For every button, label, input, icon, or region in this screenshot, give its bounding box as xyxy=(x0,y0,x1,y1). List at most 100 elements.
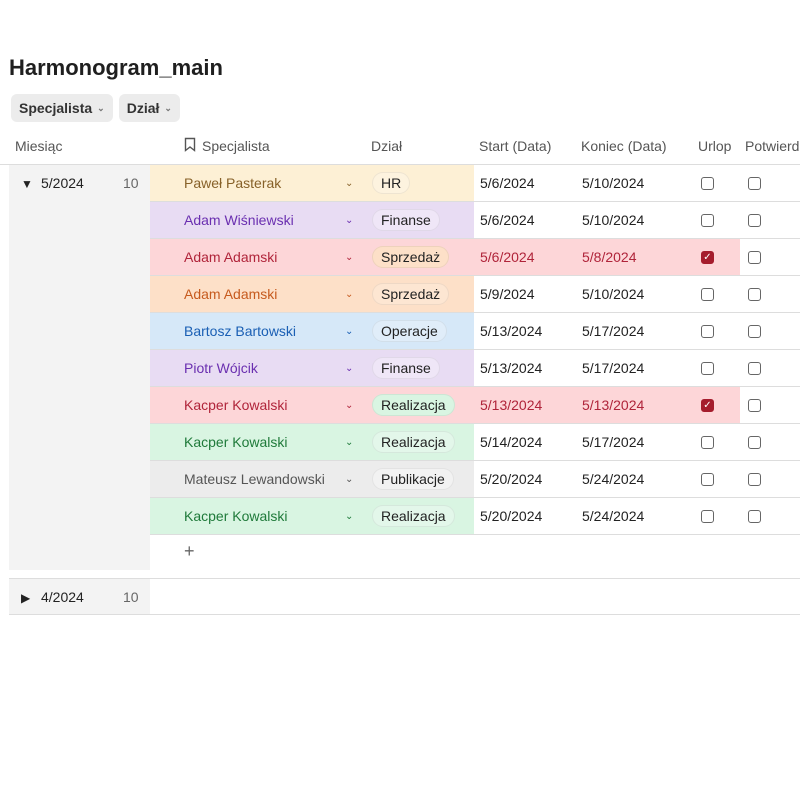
group-count: 10 xyxy=(123,589,139,605)
end-date[interactable]: 5/17/2024 xyxy=(582,323,645,339)
col-potwierdz[interactable]: Potwierdz xyxy=(745,138,800,154)
potwierdz-checkbox[interactable] xyxy=(748,435,761,449)
potwierdz-checkbox[interactable] xyxy=(748,287,761,301)
end-date[interactable]: 5/10/2024 xyxy=(582,212,645,228)
dzial-pill[interactable]: HR xyxy=(372,172,411,194)
bookmark-icon xyxy=(184,137,196,155)
chevron-down-icon: ⌄ xyxy=(164,102,172,113)
group-count: 10 xyxy=(123,175,139,191)
specjalista-cell[interactable]: Kacper Kowalski xyxy=(184,434,288,450)
col-dzial[interactable]: Dział xyxy=(371,138,403,154)
collapse-triangle-icon[interactable]: ▼ xyxy=(21,177,33,191)
start-date[interactable]: 5/20/2024 xyxy=(480,508,543,524)
potwierdz-checkbox[interactable] xyxy=(748,176,761,190)
potwierdz-checkbox[interactable] xyxy=(748,509,761,523)
start-date[interactable]: 5/9/2024 xyxy=(480,286,535,302)
dzial-pill[interactable]: Sprzedaż xyxy=(372,283,450,305)
col-start[interactable]: Start (Data) xyxy=(479,138,552,154)
urlop-checkbox[interactable] xyxy=(701,435,714,449)
dzial-pill[interactable]: Realizacja xyxy=(372,431,455,453)
chevron-down-icon: ⌄ xyxy=(97,102,105,113)
end-date[interactable]: 5/24/2024 xyxy=(582,471,645,487)
potwierdz-checkbox[interactable] xyxy=(748,472,761,486)
dzial-pill[interactable]: Realizacja xyxy=(372,505,455,527)
urlop-checkbox[interactable] xyxy=(701,509,714,523)
chevron-down-icon[interactable]: ⌄ xyxy=(345,399,354,411)
table-row[interactable]: Adam Wiśniewski ⌄ Finanse 5/6/2024 5/10/… xyxy=(150,202,800,239)
start-date[interactable]: 5/13/2024 xyxy=(480,323,543,339)
col-miesiac[interactable]: Miesiąc xyxy=(15,138,63,154)
chevron-down-icon[interactable]: ⌄ xyxy=(345,288,354,300)
urlop-checkbox[interactable]: ✓ xyxy=(701,250,714,264)
urlop-checkbox[interactable] xyxy=(701,176,714,190)
dzial-pill[interactable]: Finanse xyxy=(372,357,440,379)
chevron-down-icon[interactable]: ⌄ xyxy=(345,251,354,263)
start-date[interactable]: 5/20/2024 xyxy=(480,471,543,487)
start-date[interactable]: 5/6/2024 xyxy=(480,212,535,228)
urlop-checkbox[interactable] xyxy=(701,213,714,227)
start-date[interactable]: 5/13/2024 xyxy=(480,397,543,413)
potwierdz-checkbox[interactable] xyxy=(748,398,761,412)
urlop-checkbox[interactable] xyxy=(701,324,714,338)
end-date[interactable]: 5/10/2024 xyxy=(582,286,645,302)
specjalista-cell[interactable]: Adam Adamski xyxy=(184,249,278,265)
start-date[interactable]: 5/14/2024 xyxy=(480,434,543,450)
end-date[interactable]: 5/10/2024 xyxy=(582,175,645,191)
urlop-checkbox[interactable]: ✓ xyxy=(701,398,714,412)
potwierdz-checkbox[interactable] xyxy=(748,213,761,227)
chevron-down-icon[interactable]: ⌄ xyxy=(345,362,354,374)
urlop-checkbox[interactable] xyxy=(701,472,714,486)
add-row-button[interactable]: + xyxy=(184,541,195,561)
end-date[interactable]: 5/8/2024 xyxy=(582,249,637,265)
potwierdz-checkbox[interactable] xyxy=(748,250,761,264)
table-row[interactable]: Adam Adamski ⌄ Sprzedaż 5/6/2024 5/8/202… xyxy=(150,239,800,276)
specjalista-cell[interactable]: Bartosz Bartowski xyxy=(184,323,297,339)
dzial-pill[interactable]: Realizacja xyxy=(372,394,455,416)
urlop-checkbox[interactable] xyxy=(701,361,714,375)
chevron-down-icon[interactable]: ⌄ xyxy=(345,473,354,485)
table-row[interactable]: Kacper Kowalski ⌄ Realizacja 5/20/2024 5… xyxy=(150,498,800,535)
table-row[interactable]: Adam Adamski ⌄ Sprzedaż 5/9/2024 5/10/20… xyxy=(150,276,800,313)
specjalista-cell[interactable]: Kacper Kowalski xyxy=(184,508,288,524)
specjalista-cell[interactable]: Piotr Wójcik xyxy=(184,360,258,376)
filter-dzial[interactable]: Dział ⌄ xyxy=(118,94,180,122)
chevron-down-icon[interactable]: ⌄ xyxy=(345,436,354,448)
table-row[interactable]: Bartosz Bartowski ⌄ Operacje 5/13/2024 5… xyxy=(150,313,800,350)
specjalista-cell[interactable]: Paweł Pasterak xyxy=(184,175,282,191)
specjalista-cell[interactable]: Kacper Kowalski xyxy=(184,397,288,413)
specjalista-cell[interactable]: Mateusz Lewandowski xyxy=(184,471,325,487)
end-date[interactable]: 5/24/2024 xyxy=(582,508,645,524)
table-row[interactable]: Paweł Pasterak ⌄ HR 5/6/2024 5/10/2024 xyxy=(150,165,800,202)
start-date[interactable]: 5/6/2024 xyxy=(480,175,535,191)
specjalista-cell[interactable]: Adam Wiśniewski xyxy=(184,212,294,228)
dzial-pill[interactable]: Finanse xyxy=(372,209,440,231)
end-date[interactable]: 5/13/2024 xyxy=(582,397,645,413)
start-date[interactable]: 5/6/2024 xyxy=(480,249,535,265)
specjalista-cell[interactable]: Adam Adamski xyxy=(184,286,278,302)
expand-triangle-icon[interactable]: ▶ xyxy=(21,591,31,605)
start-date[interactable]: 5/13/2024 xyxy=(480,360,543,376)
dzial-pill[interactable]: Operacje xyxy=(372,320,447,342)
urlop-checkbox[interactable] xyxy=(701,287,714,301)
filter-label: Specjalista xyxy=(19,100,93,116)
dzial-pill[interactable]: Publikacje xyxy=(372,468,454,490)
dzial-pill[interactable]: Sprzedaż xyxy=(372,246,450,268)
table-row[interactable]: Mateusz Lewandowski ⌄ Publikacje 5/20/20… xyxy=(150,461,800,498)
col-urlop[interactable]: Urlop xyxy=(698,138,732,154)
chevron-down-icon[interactable]: ⌄ xyxy=(345,214,354,226)
table-row[interactable]: Kacper Kowalski ⌄ Realizacja 5/13/2024 5… xyxy=(150,387,800,424)
filter-specjalista[interactable]: Specjalista ⌄ xyxy=(11,94,113,122)
group-5-2024: ▼ 5/2024 10 xyxy=(9,165,150,570)
end-date[interactable]: 5/17/2024 xyxy=(582,434,645,450)
chevron-down-icon[interactable]: ⌄ xyxy=(345,510,354,522)
table-row[interactable]: Kacper Kowalski ⌄ Realizacja 5/14/2024 5… xyxy=(150,424,800,461)
col-specjalista[interactable]: Specjalista xyxy=(202,138,270,154)
end-date[interactable]: 5/17/2024 xyxy=(582,360,645,376)
col-koniec[interactable]: Koniec (Data) xyxy=(581,138,667,154)
chevron-down-icon[interactable]: ⌄ xyxy=(345,177,354,189)
potwierdz-checkbox[interactable] xyxy=(748,324,761,338)
group-4-2024[interactable]: ▶ 4/2024 10 xyxy=(9,579,150,614)
potwierdz-checkbox[interactable] xyxy=(748,361,761,375)
chevron-down-icon[interactable]: ⌄ xyxy=(345,325,354,337)
table-row[interactable]: Piotr Wójcik ⌄ Finanse 5/13/2024 5/17/20… xyxy=(150,350,800,387)
